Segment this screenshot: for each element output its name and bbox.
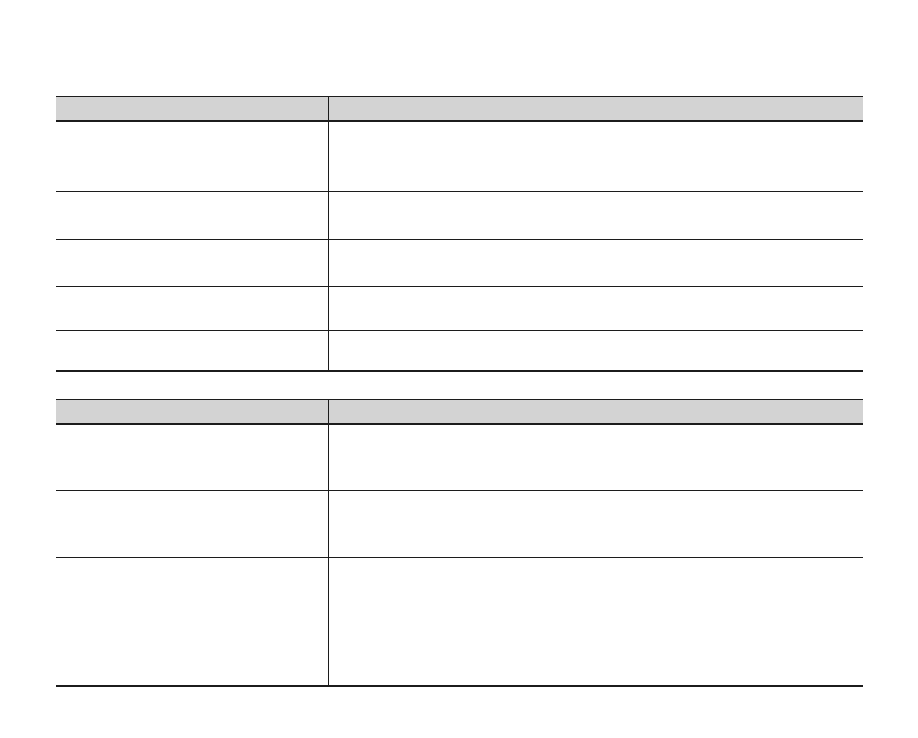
upper-table	[56, 96, 863, 372]
table-cell	[56, 330, 329, 372]
header-cell-left	[56, 96, 329, 122]
table-cell	[328, 239, 863, 287]
table-cell	[328, 286, 863, 331]
header-cell-right	[328, 399, 863, 425]
table-cell	[56, 424, 329, 491]
table-row	[56, 239, 863, 287]
table-header-row	[56, 96, 863, 122]
table-row	[56, 424, 863, 491]
table-cell	[328, 424, 863, 491]
table-cell	[328, 330, 863, 372]
header-cell-left	[56, 399, 329, 425]
lower-table	[56, 399, 863, 687]
table-cell	[328, 557, 863, 687]
table-cell	[56, 121, 329, 192]
table-cell	[328, 191, 863, 240]
table-cell	[56, 191, 329, 240]
table-cell	[56, 490, 329, 558]
table-row	[56, 121, 863, 192]
table-header-row	[56, 399, 863, 425]
table-cell	[56, 239, 329, 287]
table-row	[56, 557, 863, 687]
table-row	[56, 191, 863, 240]
table-cell	[56, 557, 329, 687]
table-row	[56, 330, 863, 372]
table-cell	[328, 121, 863, 192]
table-cell	[328, 490, 863, 558]
table-row	[56, 490, 863, 558]
header-cell-right	[328, 96, 863, 122]
table-row	[56, 286, 863, 331]
table-cell	[56, 286, 329, 331]
